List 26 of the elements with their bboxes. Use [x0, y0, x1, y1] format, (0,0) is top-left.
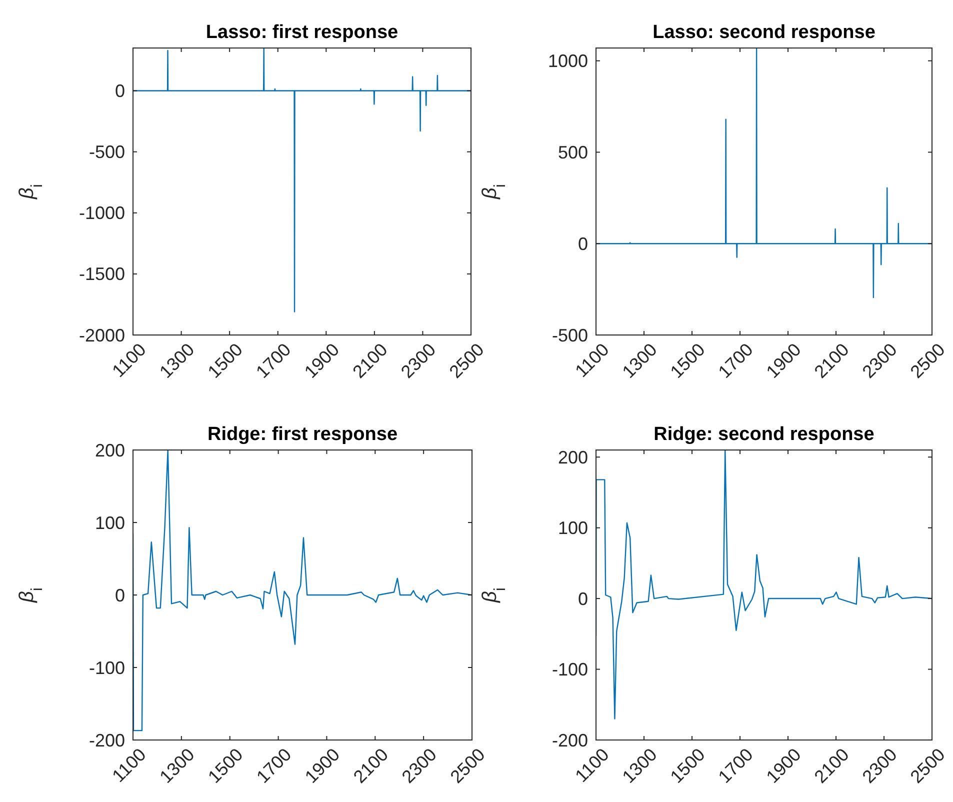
y-tick-label: -2000 — [78, 325, 125, 346]
y-tick-label: 100 — [94, 512, 125, 533]
y-tick-label: 200 — [94, 440, 125, 460]
y-tick-label: 0 — [114, 585, 125, 606]
y-tick-label: -1000 — [78, 203, 125, 224]
y-tick-label: 0 — [578, 234, 588, 254]
y-tick-label: -500 — [552, 325, 588, 346]
chart-title: Lasso: first response — [206, 22, 398, 43]
y-tick-label: -1500 — [78, 264, 125, 284]
y-tick-label: 0 — [114, 81, 125, 102]
line-series — [133, 48, 471, 312]
y-tick-label: 500 — [558, 142, 588, 162]
line-series — [133, 450, 472, 732]
y-tick-label: 1000 — [548, 51, 588, 72]
chart-title: Lasso: second response — [652, 22, 876, 43]
y-tick-label: -100 — [552, 660, 588, 680]
line-series — [596, 450, 932, 720]
chart-title: Ridge: second response — [654, 424, 874, 445]
y-tick-label: -500 — [88, 142, 125, 162]
y-tick-label: 100 — [558, 518, 588, 538]
y-tick-label: 200 — [558, 447, 588, 468]
y-tick-label: -200 — [88, 730, 125, 750]
y-tick-label: -100 — [88, 658, 125, 678]
chart-title: Ridge: first response — [207, 424, 398, 445]
y-tick-label: -200 — [552, 730, 588, 750]
y-tick-label: 0 — [578, 588, 588, 609]
